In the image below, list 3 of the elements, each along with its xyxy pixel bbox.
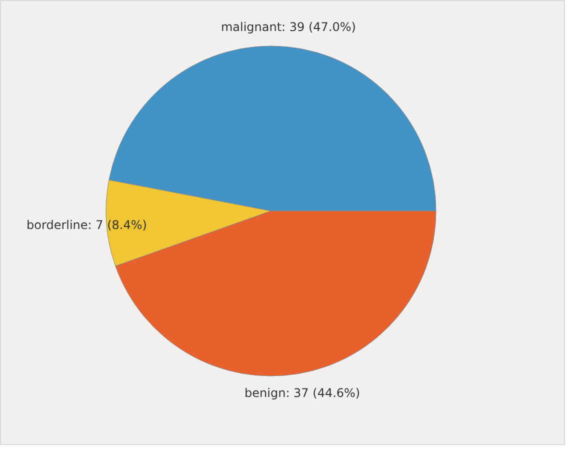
slice-label: malignant: 39 (47.0%) bbox=[220, 20, 356, 34]
slice-label: borderline: 7 (8.4%) bbox=[26, 218, 147, 232]
slice-label: benign: 37 (44.6%) bbox=[244, 386, 360, 400]
